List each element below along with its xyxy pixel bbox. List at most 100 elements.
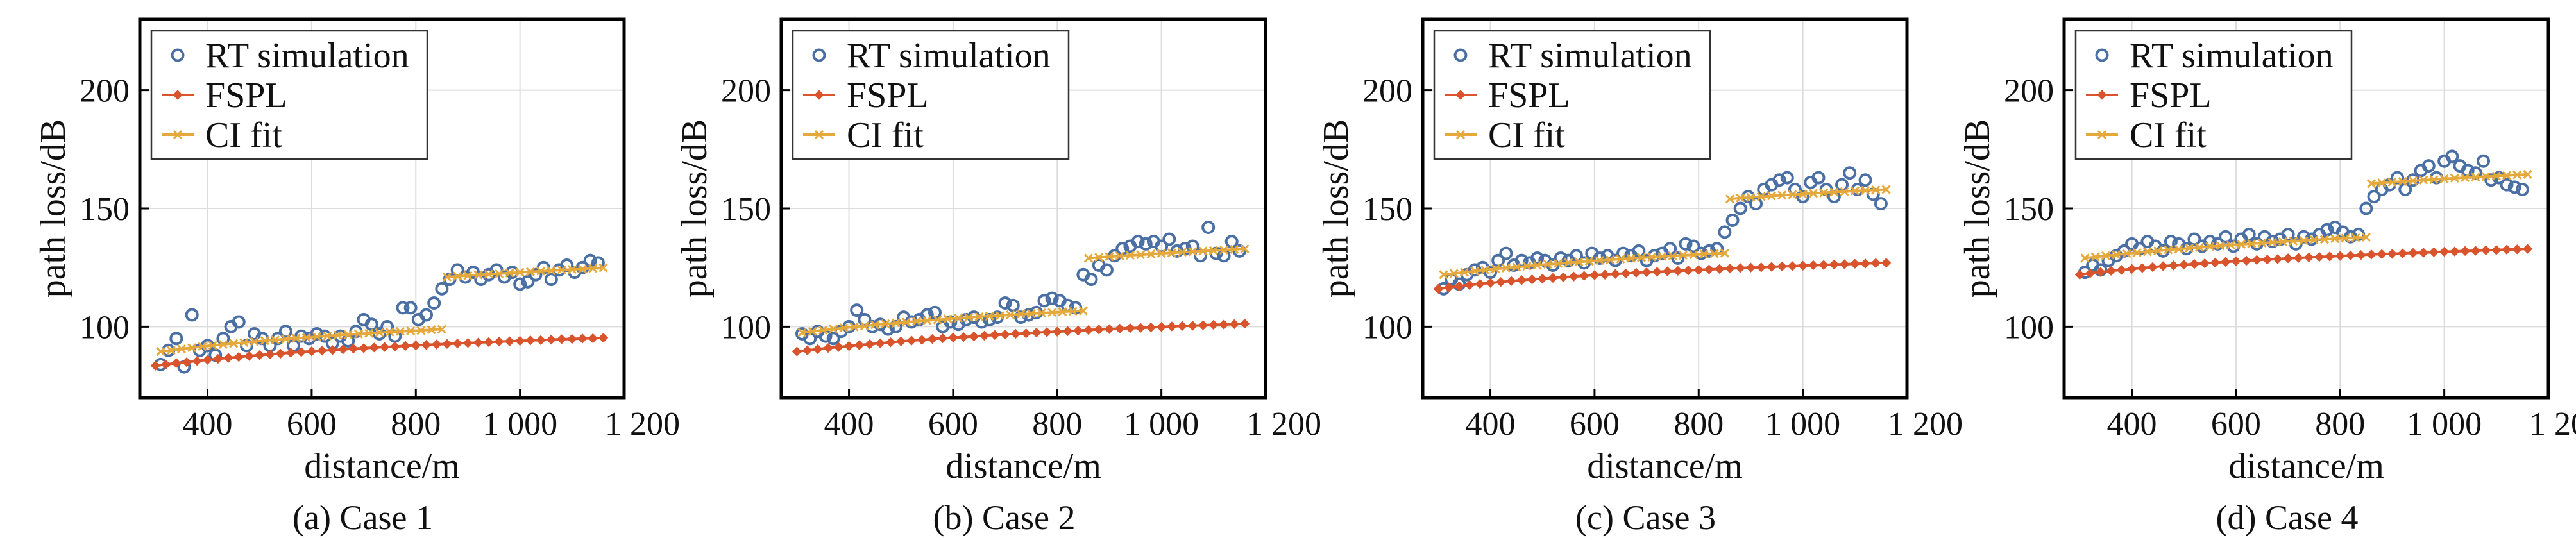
ci-fit-point <box>1522 261 1532 271</box>
ci-fit-point <box>2236 239 2246 249</box>
x-tick-label: 400 <box>183 406 233 443</box>
ci-fit-point <box>1626 253 1636 263</box>
x-axis-label: distance/m <box>2228 446 2384 486</box>
legend-label: RT simulation <box>1488 36 1692 76</box>
rt-point <box>1702 244 1716 258</box>
ci-fit-point <box>1037 308 1046 318</box>
fspl-point <box>2325 251 2335 262</box>
ci-fit-point <box>1230 244 1239 254</box>
fspl-point <box>462 338 473 348</box>
fspl-point <box>182 357 192 367</box>
rt-point <box>2320 223 2334 237</box>
rt-point <box>1780 171 1794 185</box>
fspl-point <box>823 342 833 353</box>
fspl-point <box>1818 260 1829 270</box>
ci-fit-point <box>1840 187 1849 196</box>
rt-point <box>1811 171 1826 185</box>
y-tick-label: 200 <box>1362 73 1412 110</box>
fspl-point <box>348 343 359 354</box>
rt-point <box>529 267 543 282</box>
fspl-point <box>1839 259 1850 269</box>
ci-fit-point <box>2132 248 2142 258</box>
ci-fit-line-1 <box>1729 188 1886 201</box>
fspl-point <box>1850 258 1860 269</box>
legend-label: CI fit <box>2130 115 2207 155</box>
ci-fit-point <box>1208 246 1218 255</box>
rt-point <box>232 315 246 329</box>
ci-fit-point <box>2502 171 2512 180</box>
ci-fit-point <box>1026 309 1036 319</box>
series-diamond <box>150 332 609 371</box>
ci-fit-point <box>2461 173 2470 183</box>
fspl-point <box>150 360 161 371</box>
rt-point <box>2219 230 2233 244</box>
fspl-point <box>1548 273 1558 283</box>
ci-fit-point <box>2216 241 2225 251</box>
ci-fit-line-0 <box>1443 251 1725 276</box>
rt-point <box>1530 251 1545 265</box>
rt-point <box>435 282 449 296</box>
fspl-point <box>244 351 255 361</box>
fspl-point <box>1475 278 1486 289</box>
fspl-point <box>2397 248 2408 258</box>
ci-fit-point <box>1668 251 1677 261</box>
rt-point <box>1099 263 1114 277</box>
fspl-point <box>452 338 462 349</box>
ci-fit-point <box>2491 171 2501 181</box>
fspl-point <box>937 333 948 344</box>
rt-point <box>1686 239 1700 253</box>
x-tick-label: 400 <box>2107 406 2157 443</box>
rt-point <box>2515 183 2529 196</box>
ci-fit-point <box>1501 263 1511 273</box>
ci-fit-point <box>2309 235 2319 245</box>
y-tick-label: 100 <box>2004 309 2054 346</box>
ci-fit-point <box>1808 189 1818 198</box>
ci-fit-point <box>1881 185 1891 194</box>
fspl-point <box>1187 321 1198 331</box>
fspl-point <box>1829 259 1840 270</box>
fspl-point <box>1745 262 1756 273</box>
ci-fit-point <box>1188 247 1198 257</box>
panel-caption: (c) Case 3 <box>1575 498 1716 537</box>
fspl-point <box>1767 262 1777 272</box>
ci-fit-point <box>567 265 577 274</box>
ci-fit-point <box>577 264 588 274</box>
fspl-point <box>2231 256 2241 266</box>
fspl-point <box>202 355 213 365</box>
fspl-point <box>307 346 317 357</box>
fspl-point <box>2126 264 2137 274</box>
fspl-point <box>504 336 515 346</box>
y-axis-label: path loss/dB <box>33 119 73 298</box>
fspl-point <box>556 334 567 344</box>
rt-point <box>1162 232 1176 246</box>
fspl-point <box>390 341 400 352</box>
ci-fit-point <box>427 325 436 335</box>
ci-fit-point <box>281 334 291 344</box>
ci-fit-point <box>2257 238 2267 248</box>
fspl-point <box>1631 267 1641 278</box>
y-tick-label: 100 <box>80 309 130 346</box>
ci-fit-point <box>598 263 608 273</box>
fspl-point <box>1229 319 1239 330</box>
ci-fit-point <box>1636 253 1647 262</box>
fspl-point <box>1021 328 1031 339</box>
y-axis-label: path loss/dB <box>1316 119 1356 298</box>
ci-fit-point <box>437 325 446 334</box>
ci-fit-point <box>818 325 828 335</box>
ci-fit-point <box>1532 260 1542 270</box>
fspl-point <box>1443 282 1454 292</box>
panel-caption: (b) Case 2 <box>933 498 1076 537</box>
x-tick-label: 800 <box>1674 406 1724 443</box>
rt-point <box>1045 291 1059 305</box>
fspl-point <box>525 335 536 346</box>
rt-point <box>1733 201 1747 215</box>
legend-marker-x <box>2097 130 2107 140</box>
fspl-point <box>1704 264 1715 274</box>
ci-fit-point <box>1480 266 1490 275</box>
fspl-point <box>2074 269 2085 280</box>
ci-fit-point <box>1058 307 1067 317</box>
rt-point <box>1155 239 1169 253</box>
ci-fit-point <box>1115 251 1124 261</box>
